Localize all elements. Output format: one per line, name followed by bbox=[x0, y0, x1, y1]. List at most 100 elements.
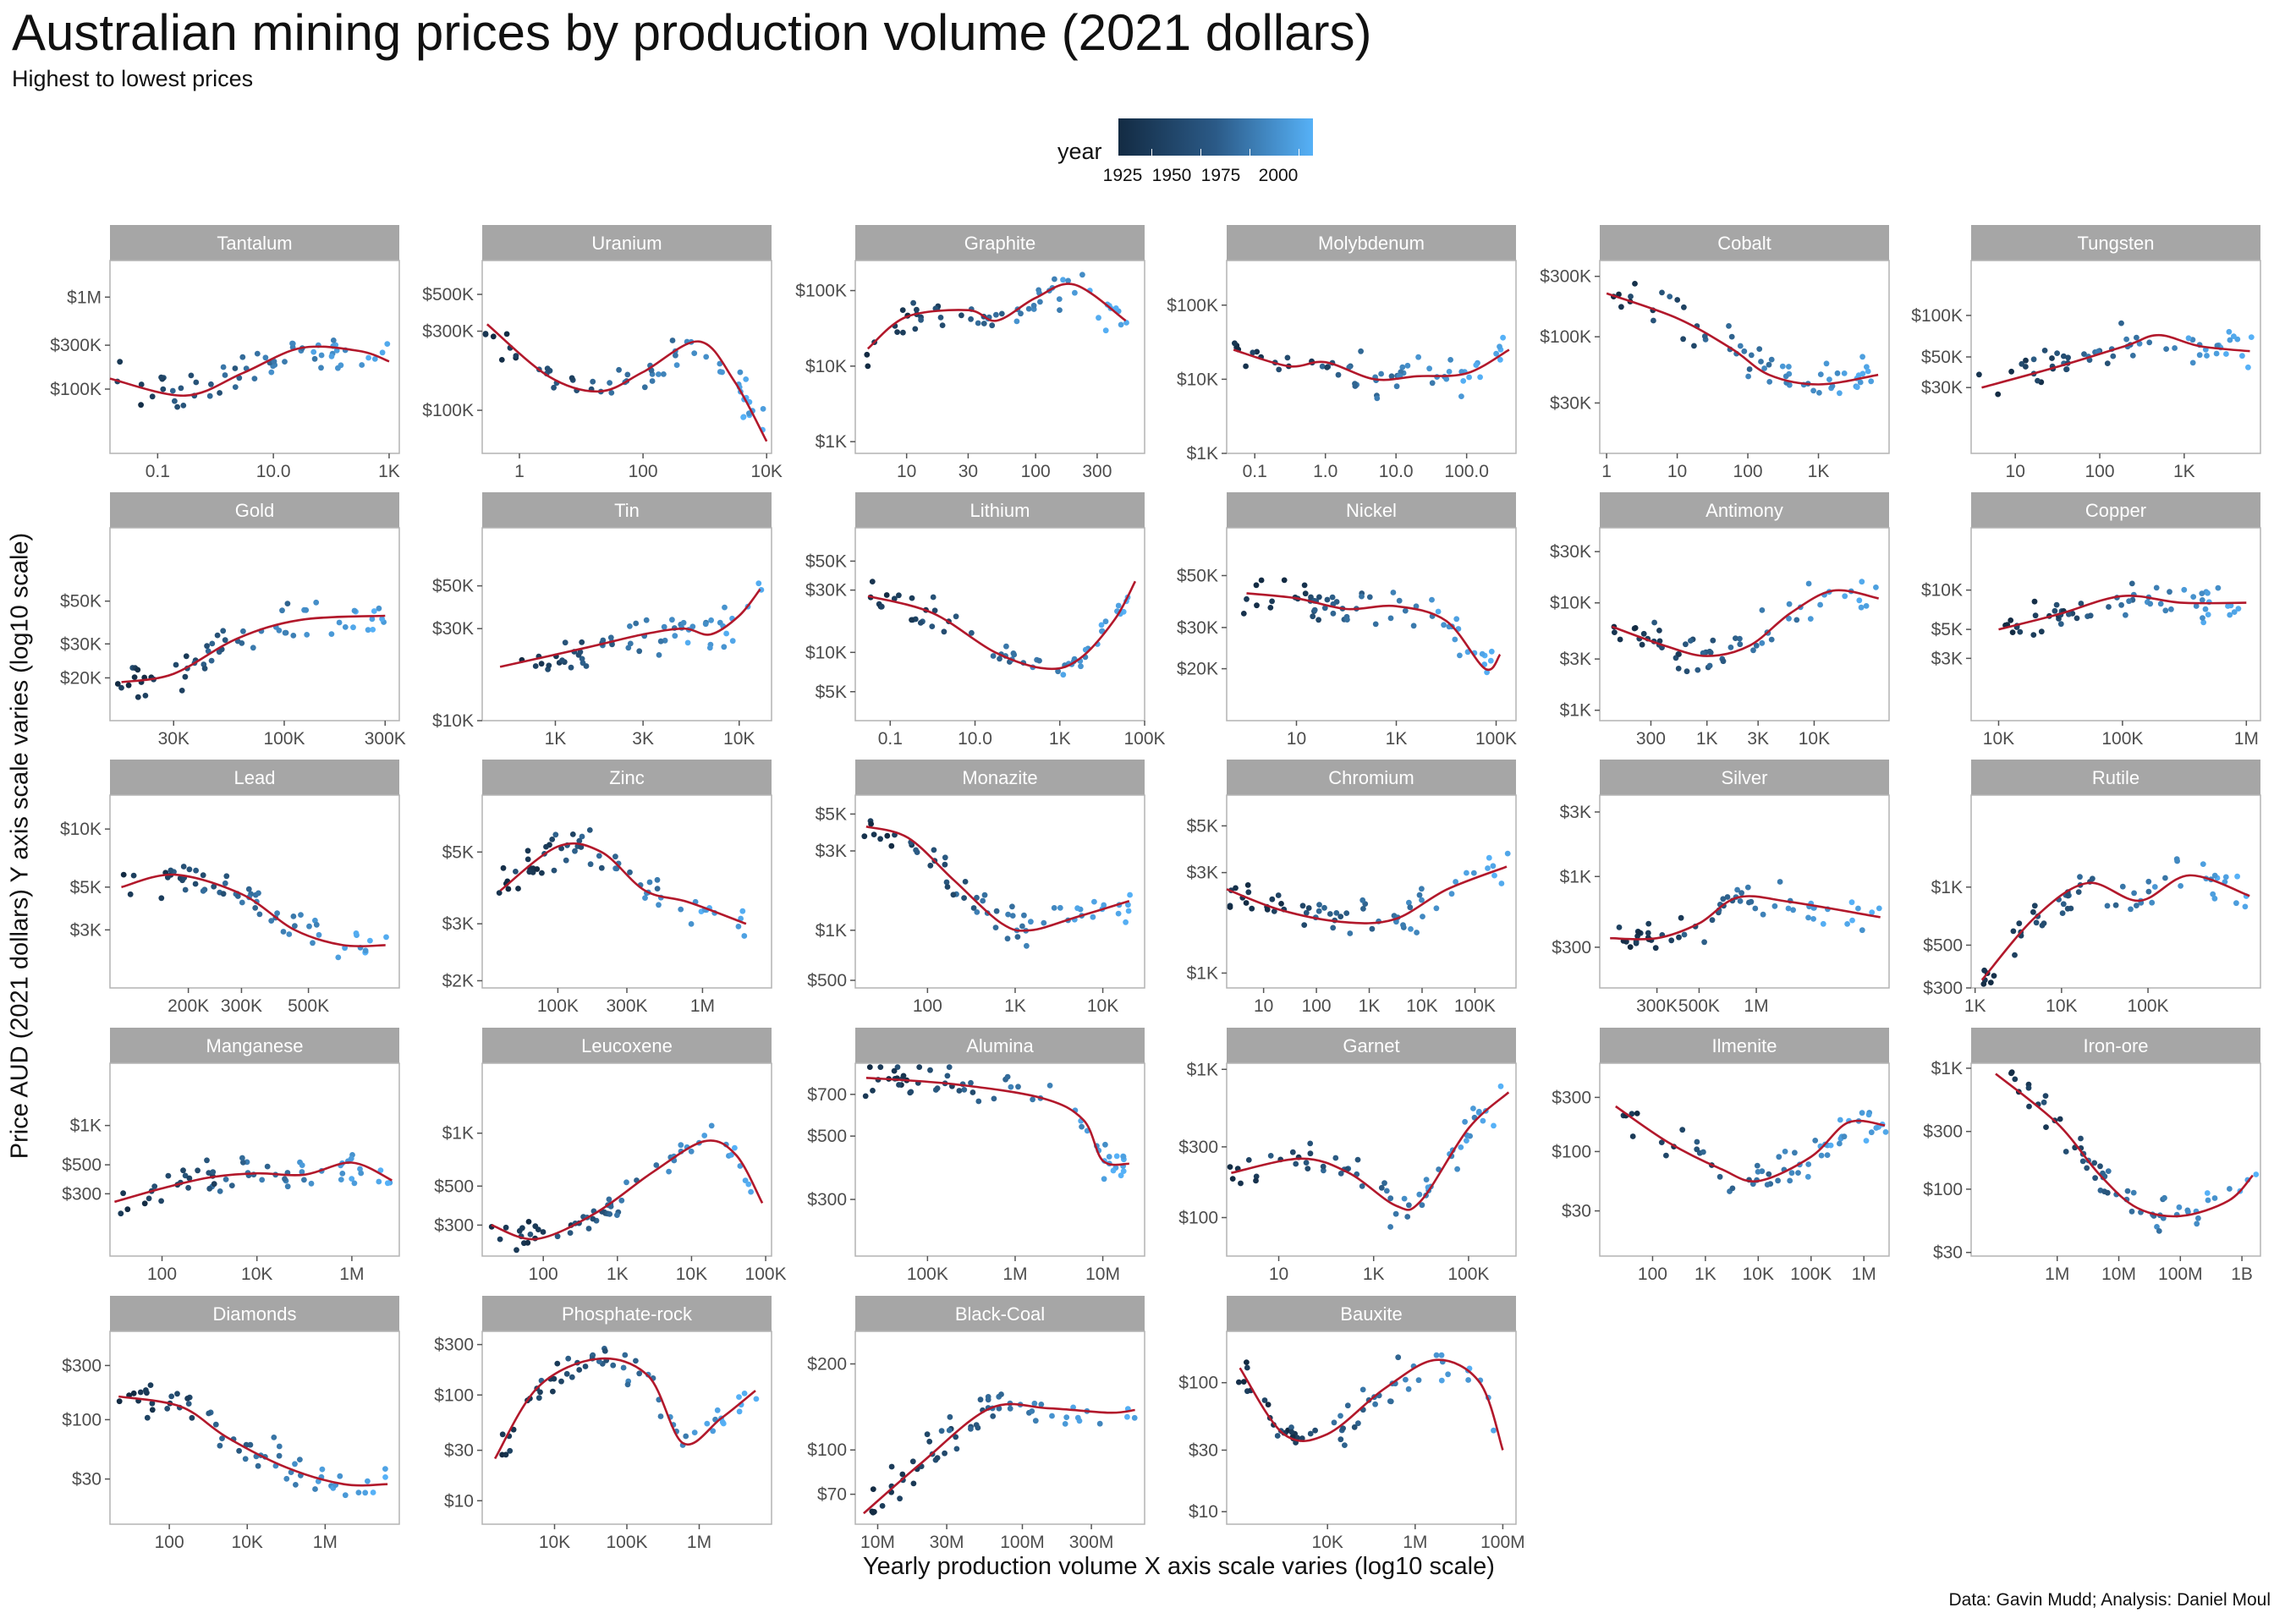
x-tick-label: 100 bbox=[629, 462, 658, 481]
data-point bbox=[706, 645, 713, 651]
data-point bbox=[337, 1473, 343, 1479]
x-tick-label: 1K bbox=[378, 462, 400, 481]
facet-strip bbox=[482, 225, 772, 261]
trend-line bbox=[491, 1139, 764, 1241]
y-tick-label: $300 bbox=[434, 1336, 474, 1355]
x-tick-label: 100K bbox=[2101, 729, 2143, 749]
data-point bbox=[1344, 617, 1350, 623]
data-point bbox=[1355, 1420, 1361, 1427]
data-point bbox=[2104, 1189, 2111, 1196]
facet-panel: Nickel 10 1K 100K $20K $30K $50K bbox=[1177, 492, 1517, 749]
data-point bbox=[931, 607, 938, 614]
data-point bbox=[2213, 350, 2220, 357]
data-point bbox=[607, 1211, 613, 1217]
facet-panel: Leucoxene 100 1K 10K 100K $300 $500 $1K bbox=[434, 1028, 787, 1284]
data-point bbox=[1057, 904, 1063, 911]
data-point bbox=[1458, 393, 1464, 399]
data-point bbox=[1651, 619, 1657, 626]
y-tick-label: $10 bbox=[1189, 1502, 1218, 1522]
data-point bbox=[292, 1461, 298, 1468]
data-point bbox=[204, 643, 211, 650]
data-point bbox=[1415, 1377, 1422, 1384]
data-point bbox=[993, 908, 1000, 914]
data-point bbox=[384, 1180, 391, 1187]
data-point bbox=[738, 915, 744, 922]
data-point bbox=[2030, 632, 2037, 638]
data-point bbox=[164, 1406, 171, 1412]
x-tick-label: 1 bbox=[1601, 462, 1612, 481]
data-point bbox=[551, 867, 558, 874]
data-point bbox=[2205, 1197, 2211, 1204]
data-point bbox=[2057, 1116, 2063, 1122]
data-point bbox=[559, 657, 565, 663]
y-tick-label: $30 bbox=[72, 1470, 102, 1490]
data-point bbox=[268, 918, 275, 924]
data-point bbox=[568, 664, 574, 671]
data-point bbox=[239, 899, 245, 906]
data-point bbox=[1029, 1408, 1035, 1414]
y-tick-label: $300K bbox=[1540, 267, 1591, 287]
data-point bbox=[990, 1413, 997, 1419]
x-tick-label: 100 bbox=[529, 1265, 558, 1284]
data-point bbox=[234, 893, 241, 899]
y-tick-label: $100 bbox=[807, 1440, 847, 1460]
data-point bbox=[600, 637, 607, 644]
x-tick-label: 10K bbox=[676, 1265, 707, 1284]
data-point bbox=[2025, 1084, 2032, 1091]
data-point bbox=[1269, 896, 1276, 903]
data-point bbox=[1332, 1155, 1339, 1161]
data-point bbox=[2041, 1099, 2047, 1106]
data-point bbox=[540, 1229, 547, 1235]
data-point bbox=[998, 310, 1005, 317]
data-point bbox=[1807, 616, 1814, 622]
facet-title: Silver bbox=[1721, 767, 1767, 788]
data-point bbox=[683, 1433, 689, 1440]
y-tick-label: $30K bbox=[1177, 618, 1218, 638]
facet-title: Iron-ore bbox=[2083, 1035, 2148, 1056]
data-point bbox=[2123, 336, 2130, 343]
data-point bbox=[2078, 601, 2084, 606]
data-point bbox=[1676, 651, 1682, 657]
data-point bbox=[616, 366, 622, 373]
data-point bbox=[2193, 603, 2200, 609]
y-tick-label: $5K bbox=[1931, 620, 1963, 639]
data-point bbox=[223, 873, 230, 880]
data-point bbox=[2084, 1165, 2090, 1171]
data-point bbox=[558, 845, 564, 852]
x-tick-label: 100 bbox=[2084, 462, 2114, 481]
data-point bbox=[298, 912, 304, 918]
data-point bbox=[206, 1185, 213, 1192]
y-tick-label: $300 bbox=[62, 1184, 102, 1204]
data-point bbox=[1724, 894, 1731, 900]
data-point bbox=[525, 1239, 531, 1246]
data-point bbox=[182, 1172, 189, 1179]
data-point bbox=[1244, 1359, 1250, 1365]
data-point bbox=[1276, 366, 1283, 373]
data-point bbox=[1004, 935, 1011, 942]
data-point bbox=[1032, 1418, 1039, 1424]
data-point bbox=[649, 378, 656, 384]
data-point bbox=[168, 867, 174, 874]
panel-frame bbox=[1970, 1062, 2261, 1257]
data-point bbox=[2128, 906, 2134, 913]
panel-frame bbox=[1970, 527, 2261, 721]
data-point bbox=[1392, 1210, 1399, 1217]
data-point bbox=[721, 644, 728, 650]
data-point bbox=[158, 1198, 165, 1204]
x-tick-label: 100K bbox=[1475, 729, 1517, 749]
data-point bbox=[917, 620, 924, 626]
data-point bbox=[1381, 1180, 1387, 1187]
y-tick-label: $30K bbox=[1921, 378, 1963, 398]
x-tick-label: 1K bbox=[1696, 729, 1718, 749]
y-tick-label: $10 bbox=[444, 1491, 474, 1511]
data-point bbox=[2008, 1070, 2014, 1077]
x-tick-label: 200K bbox=[168, 996, 209, 1016]
data-point bbox=[1632, 281, 1638, 287]
facet-title: Gold bbox=[235, 500, 274, 521]
data-point bbox=[1366, 594, 1373, 601]
data-point bbox=[306, 923, 312, 930]
facet-title: Nickel bbox=[1346, 500, 1397, 521]
x-tick-label: 1.0 bbox=[1313, 462, 1337, 481]
data-point bbox=[118, 1210, 124, 1217]
data-point bbox=[304, 632, 310, 638]
